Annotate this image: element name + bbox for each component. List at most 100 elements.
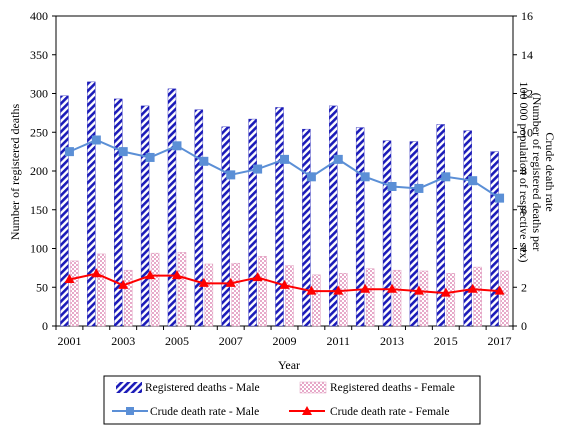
bar-male-deaths xyxy=(221,126,230,327)
bar-female-deaths xyxy=(150,252,160,327)
crude-death-rate-female-point xyxy=(306,285,317,295)
bar-male-deaths xyxy=(409,141,419,327)
crude-death-rate-male-line xyxy=(69,138,501,199)
bar-male-deaths xyxy=(194,109,204,327)
bar-female-deaths xyxy=(123,269,133,327)
bar-male-deaths xyxy=(60,95,69,327)
crude-death-rate-male-point xyxy=(306,172,316,182)
y2-tick-label: 10 xyxy=(521,125,533,139)
bar-female-deaths xyxy=(70,260,79,327)
crude-death-rate-female-point xyxy=(467,283,478,293)
y-tick-label: 350 xyxy=(30,48,48,62)
y2-tick-label: 12 xyxy=(521,87,533,101)
y2-axis-title-line: 100 000 population of respective sex) xyxy=(517,82,531,263)
legend-marker-female-rate xyxy=(302,406,312,415)
x-tick-label: 2011 xyxy=(326,334,350,348)
legend-marker-male-rate xyxy=(126,407,134,415)
bar-male-deaths xyxy=(114,98,123,327)
legend-label-female-deaths: Registered deaths - Female xyxy=(330,382,455,394)
crude-death-rate-female-point xyxy=(494,285,505,295)
legend-swatch-female-deaths xyxy=(299,381,327,394)
bar-female-deaths xyxy=(419,270,429,327)
bar-male-deaths xyxy=(382,140,392,327)
y-tick-label: 400 xyxy=(30,9,48,23)
crude-death-rate-male-point xyxy=(253,164,263,174)
plot-area: 0 50 100 150 200 250 300 350 400 0 2 4 6 8 10 12 14 16 200… xyxy=(30,9,533,348)
legend-label-female-rate: Crude death rate - Female xyxy=(330,406,449,418)
bar-male-deaths xyxy=(87,81,96,327)
crude-death-rate-male-point xyxy=(441,172,451,182)
bar-female-deaths xyxy=(339,273,348,327)
x-tick-label: 2005 xyxy=(165,334,189,348)
crude-death-rate-female-point xyxy=(252,272,263,282)
x-tick-label: 2015 xyxy=(434,334,458,348)
crude-death-rate-female-point xyxy=(360,283,371,293)
x-tick-label: 2003 xyxy=(111,334,135,348)
bar-male-deaths xyxy=(302,128,311,327)
x-tick-label: 2009 xyxy=(273,334,297,348)
y-tick-label: 100 xyxy=(30,242,48,256)
crude-death-rate-female-point xyxy=(413,285,424,295)
bar-male-deaths xyxy=(167,88,177,327)
crude-death-rate-female-point xyxy=(387,283,398,293)
bar-female-deaths xyxy=(231,262,240,327)
x-tick-label: 2007 xyxy=(219,334,243,348)
bar-female-deaths xyxy=(204,263,214,327)
y-tick-label: 50 xyxy=(36,280,48,294)
bar-female-deaths xyxy=(312,274,321,327)
y-tick-label: 250 xyxy=(30,125,48,139)
y2-tick-label: 2 xyxy=(521,280,527,294)
bar-female-deaths xyxy=(177,252,187,327)
crude-death-rate-female-point xyxy=(171,270,182,280)
bar-female-deaths xyxy=(446,273,456,327)
crude-death-rate-male-point xyxy=(172,141,182,151)
crude-death-rate-male-point xyxy=(64,147,74,157)
x-tick-label: 2001 xyxy=(57,334,81,348)
legend: Registered deaths - Male Registered deat… xyxy=(103,375,481,425)
legend-label-male-rate: Crude death rate - Male xyxy=(150,406,259,418)
y2-axis-title-line: (Number of registered deaths per xyxy=(530,93,544,252)
crude-death-rate-male-point xyxy=(495,193,505,203)
crude-death-rate-male-point xyxy=(333,154,343,164)
crude-death-rate-female-point xyxy=(279,279,290,289)
crude-death-rate-female-point xyxy=(145,270,156,280)
bar-female-deaths xyxy=(365,268,375,327)
y2-tick-label: 0 xyxy=(521,319,527,333)
crude-death-rate-male-point xyxy=(91,135,101,145)
bar-male-deaths xyxy=(436,124,445,327)
crude-death-rate-female-point xyxy=(440,287,451,297)
crude-death-rate-male-point xyxy=(199,156,209,166)
bar-female-deaths xyxy=(473,266,482,327)
bar-male-deaths xyxy=(275,107,284,327)
crude-death-rate-female-point xyxy=(118,279,129,289)
y2-axis-title: Crude death rate(Number of registered de… xyxy=(517,82,557,263)
bar-male-deaths xyxy=(140,105,150,327)
y-tick-label: 200 xyxy=(30,164,48,178)
y-axis-title: Number of registered deaths xyxy=(8,104,22,241)
y2-tick-label: 16 xyxy=(521,9,533,23)
crude-death-rate-male-point xyxy=(118,147,128,157)
y2-axis-title-line: Crude death rate xyxy=(543,132,557,211)
crude-death-rate-male-point xyxy=(387,182,397,191)
bar-male-deaths xyxy=(355,127,365,327)
bar-male-deaths xyxy=(248,118,257,327)
y2-tick-label: 6 xyxy=(521,203,527,217)
y-tick-label: 0 xyxy=(42,319,48,333)
legend-label-male-deaths: Registered deaths - Male xyxy=(145,382,260,394)
y-tick-label: 150 xyxy=(30,203,48,217)
bar-female-deaths xyxy=(285,265,294,327)
bar-male-deaths xyxy=(463,130,472,327)
crude-death-rate-male-point xyxy=(414,183,424,193)
y2-tick-label: 8 xyxy=(521,164,527,178)
x-tick-label: 2013 xyxy=(380,334,404,348)
bar-male-deaths xyxy=(490,151,499,327)
crude-death-rate-male-point xyxy=(468,176,478,186)
bar-female-deaths xyxy=(97,253,106,327)
crude-death-rate-male-point xyxy=(360,172,370,182)
bar-male-deaths xyxy=(329,105,338,327)
bar-female-deaths xyxy=(258,256,267,327)
y2-tick-label: 14 xyxy=(521,48,533,62)
legend-swatch-male-deaths xyxy=(116,382,142,393)
crude-death-rate-female-point xyxy=(225,277,236,287)
